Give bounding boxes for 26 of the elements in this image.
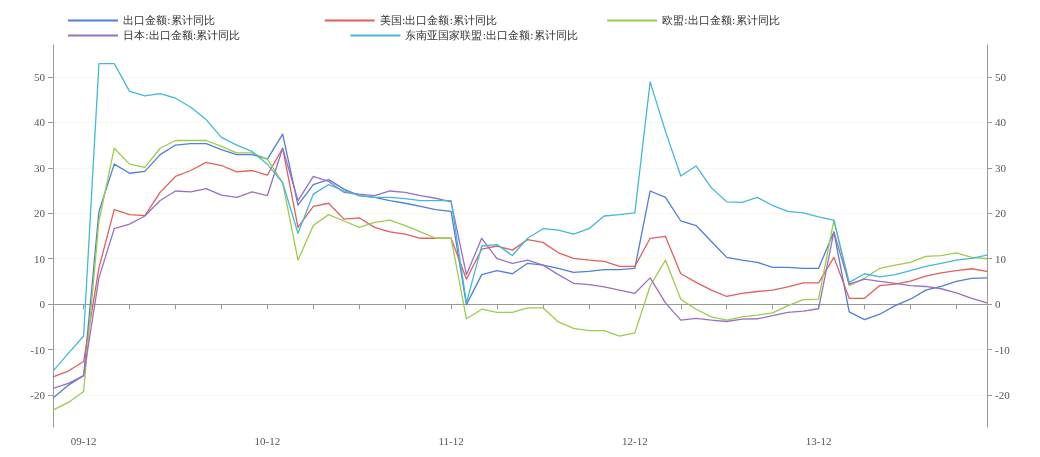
- legend-label: 出口金额:累计同比: [123, 14, 215, 27]
- y2-tick-label: 30: [995, 161, 1007, 174]
- x-tick-label: 10-12: [254, 434, 281, 447]
- y-tick-label: 10: [34, 252, 46, 265]
- x-tick-label: 12-12: [622, 434, 648, 447]
- x-tick-label: 09-12: [70, 434, 97, 447]
- legend-label: 日本:出口金额:累计同比: [123, 29, 241, 42]
- y-tick-label: 50: [34, 70, 46, 83]
- legend-label: 美国:出口金额:累计同比: [379, 14, 498, 27]
- y-tick-label: 0: [39, 298, 46, 311]
- y2-tick-label: 20: [995, 207, 1007, 220]
- legend-label: 欧盟:出口金额:累计同比: [662, 14, 780, 27]
- y-tick-label: -10: [30, 343, 46, 356]
- x-tick-label: 11-12: [438, 434, 464, 447]
- y-tick-label: -20: [30, 389, 46, 402]
- y-tick-label: 20: [34, 207, 46, 220]
- y2-tick-label: -10: [995, 343, 1011, 356]
- y2-tick-label: 0: [995, 298, 1001, 311]
- y2-tick-label: 10: [995, 252, 1007, 265]
- x-tick-label: 13-12: [805, 434, 832, 447]
- y-tick-label: 40: [34, 116, 46, 129]
- legend-label: 东南亚国家联盟:出口金额:累计同比: [405, 29, 578, 42]
- y2-tick-label: 50: [995, 70, 1007, 83]
- y-tick-label: 30: [34, 161, 46, 174]
- y2-tick-label: 40: [995, 116, 1007, 129]
- y2-tick-label: -20: [995, 389, 1011, 402]
